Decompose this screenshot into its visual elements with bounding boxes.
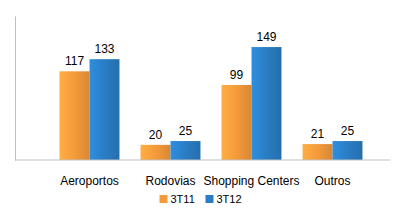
- x-tick: Outros: [314, 174, 350, 188]
- data-label: 21: [311, 127, 325, 141]
- data-labels: 117 20 99 21 133 25 149 25: [65, 30, 355, 142]
- x-tick: Shopping Centers: [203, 174, 299, 188]
- bars: [60, 47, 363, 160]
- legend-swatch: [206, 195, 214, 203]
- x-tick: Aeroportos: [60, 174, 119, 188]
- data-label: 25: [179, 124, 193, 138]
- bar: [303, 144, 333, 160]
- bar: [90, 59, 120, 160]
- x-tick-label: Outros: [314, 174, 350, 188]
- data-label: 25: [341, 124, 355, 138]
- data-label: 133: [94, 42, 114, 56]
- legend-label: 3T11: [171, 193, 195, 205]
- data-label: 20: [149, 128, 163, 142]
- bar: [222, 85, 252, 160]
- x-tick: Rodovias: [145, 174, 195, 188]
- baseline: [15, 160, 390, 161]
- legend-swatch: [160, 195, 168, 203]
- chart: 117 20 99 21 133 25 149 25 Aeroportos Rodovias Sho…: [0, 0, 395, 212]
- bar: [171, 141, 201, 160]
- data-label: 117: [65, 54, 84, 68]
- legend: 3T11 3T12: [160, 193, 242, 205]
- x-tick-label: Shopping Centers: [203, 174, 299, 188]
- bar: [333, 141, 363, 160]
- x-axis: Aeroportos Rodovias Shopping Centers Outros: [60, 174, 350, 188]
- bar: [141, 145, 171, 160]
- bar: [252, 47, 282, 160]
- legend-label: 3T12: [217, 193, 242, 205]
- x-tick-label: Aeroportos: [60, 174, 119, 188]
- data-label: 99: [230, 68, 244, 82]
- y-axis: [15, 16, 16, 160]
- x-tick-label: Rodovias: [145, 174, 195, 188]
- y-axis-line: [15, 16, 16, 160]
- data-label: 149: [256, 30, 276, 44]
- bar: [60, 71, 90, 160]
